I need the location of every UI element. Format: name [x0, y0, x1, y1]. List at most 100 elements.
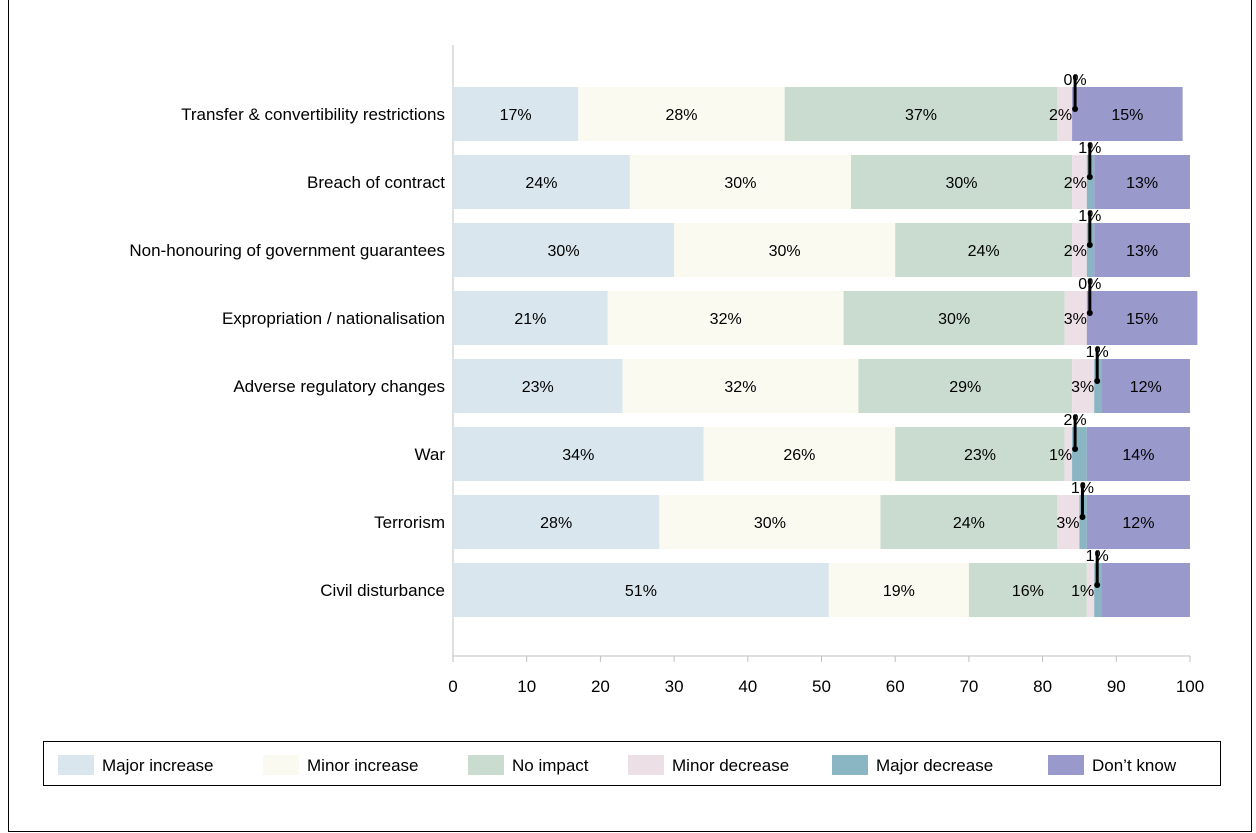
data-label: 12% [1130, 379, 1162, 396]
bar-segment [1072, 359, 1095, 413]
data-label: 2% [1049, 107, 1072, 124]
category-label: Terrorism [374, 513, 445, 532]
legend-swatch [832, 755, 868, 775]
data-label: 1% [1086, 344, 1109, 361]
data-label: 32% [710, 311, 742, 328]
data-label: 1% [1078, 140, 1101, 157]
bar-segment [1072, 155, 1087, 209]
chart-frame [8, 0, 1252, 832]
data-label: 34% [562, 447, 594, 464]
data-label: 30% [946, 175, 978, 192]
legend-label: Don’t know [1092, 756, 1177, 775]
bar-segment [1064, 291, 1087, 345]
data-label: 13% [1126, 243, 1158, 260]
x-tick-label: 70 [959, 677, 978, 696]
bar-segment [1094, 563, 1102, 617]
category-label: Expropriation / nationalisation [222, 309, 445, 328]
major-decrease-marker-dot [1079, 514, 1086, 520]
legend-label: Minor decrease [672, 756, 790, 775]
data-label: 21% [514, 311, 546, 328]
bar-segment [1086, 291, 1198, 345]
bar-segment [453, 427, 704, 481]
x-tick-label: 40 [738, 677, 757, 696]
chart-legend: Major increase Minor increase No impact Min… [43, 741, 1221, 786]
data-label: 14% [1122, 447, 1154, 464]
legend-swatch [1048, 755, 1084, 775]
bar-segment [968, 563, 1087, 617]
major-decrease-marker-dot [1086, 174, 1093, 180]
data-label: 30% [724, 175, 756, 192]
bar-segment [895, 427, 1065, 481]
bar-segment [1057, 495, 1080, 549]
legend-swatch [468, 755, 504, 775]
data-label: 12% [1122, 515, 1154, 532]
data-label: 51% [625, 583, 657, 600]
data-label: 2% [1064, 175, 1087, 192]
major-decrease-marker-dot [1072, 106, 1079, 112]
bar-segment [453, 495, 660, 549]
bar-segment [674, 223, 896, 277]
bar-segment [784, 87, 1058, 141]
x-tick-label: 30 [665, 677, 684, 696]
bar-segment [858, 359, 1073, 413]
data-label: 28% [665, 107, 697, 124]
bar-segment [843, 291, 1065, 345]
data-label: 24% [968, 243, 1000, 260]
major-decrease-marker-dot [1094, 582, 1101, 588]
bar-segment [1064, 427, 1073, 481]
data-label: 2% [1064, 243, 1087, 260]
data-label: 37% [905, 107, 937, 124]
legend-swatch [628, 755, 664, 775]
bar-segment [453, 291, 608, 345]
major-decrease-marker-dot [1086, 310, 1093, 316]
bar-segment [1101, 359, 1190, 413]
legend-swatch [58, 755, 94, 775]
data-label: 15% [1126, 311, 1158, 328]
data-label: 23% [522, 379, 554, 396]
bar-segment [1072, 223, 1087, 277]
x-tick-label: 90 [1107, 677, 1126, 696]
data-label: 16% [1012, 583, 1044, 600]
data-label: 3% [1071, 379, 1094, 396]
legend-label: No impact [512, 756, 589, 775]
bar-segment [1101, 563, 1190, 617]
data-label: 30% [769, 243, 801, 260]
data-label: 1% [1049, 447, 1072, 464]
data-label: 1% [1071, 480, 1094, 497]
data-label: 28% [540, 515, 572, 532]
legend-label: Minor increase [307, 756, 419, 775]
legend-swatch [263, 755, 299, 775]
x-tick-label: 80 [1033, 677, 1052, 696]
data-label: 30% [548, 243, 580, 260]
bar-segment [1094, 359, 1102, 413]
major-decrease-marker-dot [1086, 242, 1093, 248]
category-label: War [414, 445, 445, 464]
major-decrease-marker-dot [1094, 378, 1101, 384]
data-label: 19% [883, 583, 915, 600]
data-label: 15% [1111, 107, 1143, 124]
x-tick-label: 10 [517, 677, 536, 696]
x-tick-label: 60 [886, 677, 905, 696]
bar-segment [607, 291, 844, 345]
data-label: 32% [724, 379, 756, 396]
data-label: 1% [1086, 548, 1109, 565]
category-label: Breach of contract [307, 173, 445, 192]
bar-segment [622, 359, 859, 413]
data-label: 1% [1078, 208, 1101, 225]
category-label: Transfer & convertibility restrictions [181, 105, 445, 124]
data-label: 13% [1126, 175, 1158, 192]
data-label: 24% [953, 515, 985, 532]
bar-segment [453, 87, 579, 141]
bar-segment [850, 155, 1073, 209]
data-label: 30% [938, 311, 970, 328]
bar-segment [453, 359, 623, 413]
data-label: 0% [1064, 72, 1087, 89]
data-label: 24% [525, 175, 557, 192]
data-label: 30% [754, 515, 786, 532]
category-label: Civil disturbance [320, 581, 445, 600]
data-label: 17% [500, 107, 532, 124]
bar-segment [1079, 495, 1087, 549]
bar-segment [828, 563, 969, 617]
bar-segment [629, 155, 851, 209]
